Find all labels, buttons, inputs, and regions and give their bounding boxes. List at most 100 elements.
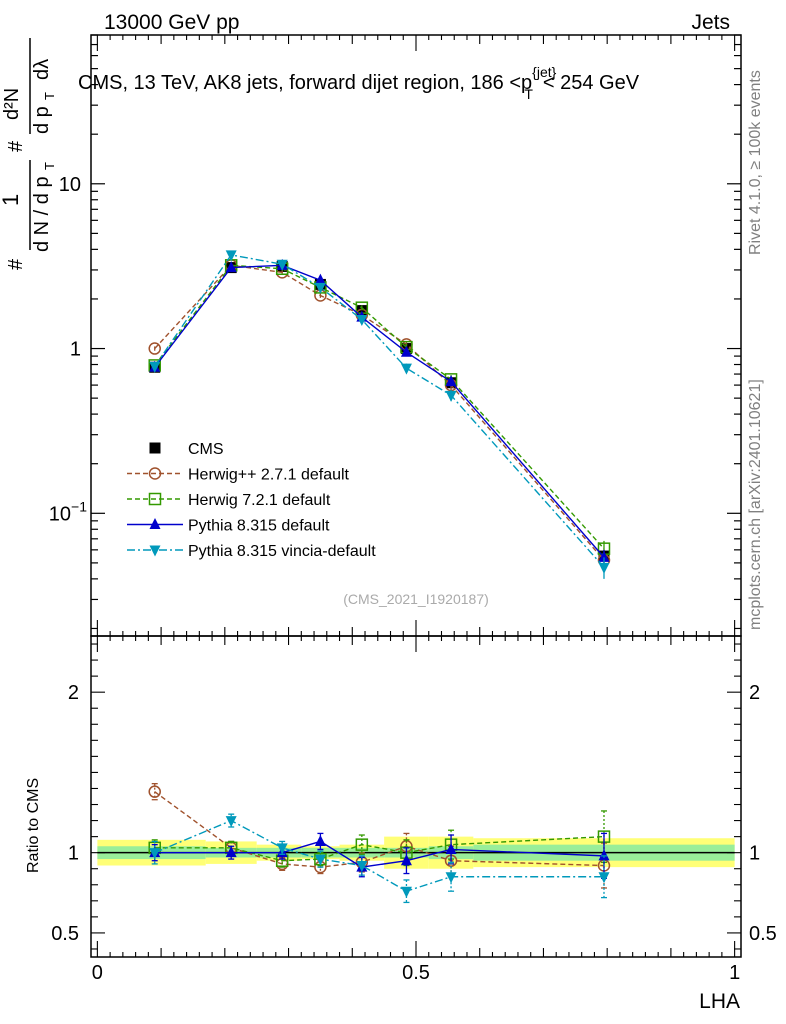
main-data-point	[314, 273, 326, 285]
main-y-tick-label: 10−1	[49, 498, 87, 525]
main-series-0	[149, 260, 610, 562]
ratio-data-point	[356, 861, 368, 873]
ratio-data-point	[355, 838, 369, 851]
ratio-series-line	[154, 819, 604, 892]
plot-title-end: < 254 GeV	[543, 72, 640, 94]
ylabel-t-2: T	[42, 92, 57, 100]
main-y-tick-label-exp: −1	[71, 498, 87, 514]
ratio-frame	[90, 635, 742, 958]
legend: CMS Herwig++ 2.7.1 default Herwig 7.2.1 de…	[127, 441, 376, 560]
legend-marker	[148, 467, 162, 480]
ylabel-hash-left: #	[5, 258, 27, 270]
main-data-point	[400, 345, 412, 357]
rivet-version-label: Rivet 4.1.0, ≥ 100k events	[747, 70, 764, 255]
legend-marker	[148, 492, 162, 506]
main-data-point	[314, 282, 326, 294]
legend-label: Herwig++ 2.7.1 default	[188, 467, 350, 484]
ratio-y-tick-label-left: 2	[68, 682, 79, 704]
legend-entry-3: Pythia 8.315 default	[127, 518, 330, 535]
main-data-point	[445, 390, 457, 402]
ratio-series-3	[149, 813, 610, 904]
ratio-data-point	[400, 854, 412, 866]
main-data-point	[598, 562, 610, 574]
plot-title-sup: {jet}	[532, 64, 556, 80]
ratio-y-tick-label-left: 0.5	[51, 923, 79, 945]
legend-label: Pythia 8.315 vincia-default	[188, 543, 376, 560]
ylabel-d2n: d²N	[1, 88, 23, 120]
main-y-tick-label: 10	[59, 174, 81, 196]
plot-title: CMS, 13 TeV, AK8 jets, forward dijet reg…	[78, 64, 640, 102]
main-series-line	[154, 254, 605, 568]
legend-marker	[149, 545, 161, 557]
main-series-4	[149, 250, 610, 579]
main-y-tick-label: 1	[70, 339, 81, 361]
ratio-panel	[148, 783, 611, 904]
main-data-point	[225, 250, 237, 262]
main-data-point	[276, 259, 288, 271]
legend-entry-0: CMS	[149, 441, 224, 458]
legend-label: Herwig 7.2.1 default	[188, 492, 331, 509]
main-data-point	[400, 363, 412, 375]
plot-title-p: p	[521, 72, 532, 94]
ratio-series-0	[148, 783, 611, 889]
main-data-point	[225, 261, 237, 273]
ratio-data-point	[276, 843, 288, 855]
legend-entry-2: Herwig 7.2.1 default	[127, 492, 331, 509]
ratio-data-point	[225, 816, 237, 828]
analysis-watermark: (CMS_2021_I1920187)	[343, 591, 489, 607]
x-axis-title: LHA	[699, 990, 740, 1013]
ratio-y-tick-label-right: 2	[749, 682, 760, 704]
ylabel-hash-mid: #	[5, 140, 27, 152]
main-series-2	[148, 259, 611, 558]
ratio-data-point	[149, 848, 161, 860]
main-series-3	[149, 258, 610, 566]
legend-marker	[149, 518, 161, 529]
ratio-data-point	[225, 846, 237, 858]
ratio-data-point	[400, 886, 412, 898]
plot-title-main: CMS, 13 TeV, AK8 jets, forward dijet reg…	[78, 72, 521, 94]
legend-entry-4: Pythia 8.315 vincia-default	[127, 543, 376, 560]
main-series-line	[154, 264, 605, 550]
main-data-point	[148, 342, 161, 355]
ratio-y-tick-label-right: 1	[749, 843, 760, 865]
legend-entry-1: Herwig++ 2.7.1 default	[127, 467, 350, 484]
ratio-data-point	[445, 842, 457, 854]
main-data-point	[445, 375, 457, 387]
legend-label: CMS	[188, 441, 224, 458]
header-right: Jets	[691, 11, 730, 34]
plot-title-sub: T	[524, 86, 533, 102]
ylabel-dpt: d p	[31, 106, 53, 134]
x-tick-label: 0	[92, 962, 103, 984]
mcplots-label: mcplots.cern.ch [arXiv:2401.10621]	[747, 379, 764, 630]
ratio-data-point	[148, 785, 161, 798]
x-tick-label: 1	[729, 962, 740, 984]
main-y-tick-label-base: 10	[49, 503, 71, 525]
ratio-data-point	[314, 834, 326, 846]
ratio-data-point	[598, 872, 610, 884]
ratio-y-axis-title: Ratio to CMS	[25, 778, 42, 873]
main-series-line	[154, 264, 605, 558]
ratio-series-line	[154, 840, 605, 868]
main-data-point	[149, 361, 161, 373]
x-tick-label: 0.5	[402, 962, 430, 984]
ratio-y-tick-label-left: 1	[68, 843, 79, 865]
main-data-point	[598, 550, 610, 562]
header-left: 13000 GeV pp	[104, 11, 239, 34]
ratio-y-tick-label-right: 0.5	[749, 923, 777, 945]
legend-marker	[149, 442, 161, 454]
main-data-point	[356, 315, 368, 327]
main-panel	[148, 250, 611, 579]
main-series-line	[154, 264, 605, 561]
ratio-data-point	[445, 872, 457, 884]
ratio-series-line	[154, 791, 605, 868]
ylabel-dl: dλ	[31, 59, 53, 80]
ylabel-one: 1	[0, 194, 23, 206]
ratio-data-point	[598, 849, 610, 861]
ylabel-dn: d N / d p	[31, 176, 53, 252]
main-data-point	[356, 305, 368, 317]
main-y-axis-title: # 1 d N / d p T # d²N d p T dλ	[0, 38, 57, 270]
ratio-data-point	[314, 854, 326, 866]
legend-label: Pythia 8.315 default	[188, 518, 330, 535]
